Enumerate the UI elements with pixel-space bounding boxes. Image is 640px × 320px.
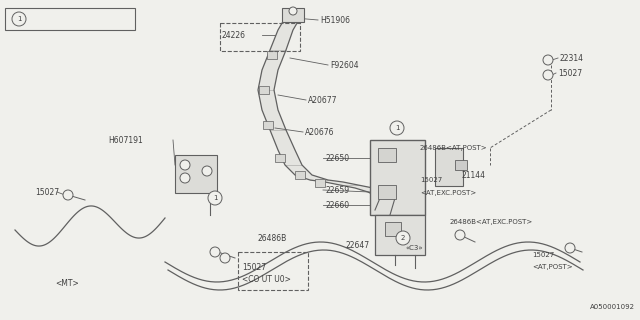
FancyBboxPatch shape: [275, 154, 285, 162]
FancyBboxPatch shape: [282, 8, 304, 22]
Text: A20676: A20676: [305, 127, 335, 137]
Text: H607191: H607191: [108, 135, 143, 145]
FancyBboxPatch shape: [385, 222, 401, 236]
FancyBboxPatch shape: [378, 148, 396, 162]
Circle shape: [180, 160, 190, 170]
Text: <AT,POST>: <AT,POST>: [532, 264, 573, 270]
Text: 1: 1: [395, 125, 399, 131]
Circle shape: [220, 253, 230, 263]
FancyBboxPatch shape: [259, 86, 269, 94]
Circle shape: [543, 55, 553, 65]
Text: <MT>: <MT>: [55, 278, 79, 287]
Text: 21144: 21144: [462, 171, 486, 180]
FancyBboxPatch shape: [263, 121, 273, 129]
Text: 26486B<AT,POST>: 26486B<AT,POST>: [420, 145, 488, 151]
Circle shape: [180, 173, 190, 183]
Text: 26486B<AT,EXC.POST>: 26486B<AT,EXC.POST>: [450, 219, 533, 225]
Text: 1: 1: [212, 195, 217, 201]
Text: 15027: 15027: [242, 263, 266, 273]
Text: 22647: 22647: [345, 241, 369, 250]
Text: 15027: 15027: [420, 177, 442, 183]
Circle shape: [390, 121, 404, 135]
FancyBboxPatch shape: [455, 160, 467, 170]
Text: <AT,EXC.POST>: <AT,EXC.POST>: [420, 190, 476, 196]
Circle shape: [565, 243, 575, 253]
Polygon shape: [258, 18, 395, 198]
Circle shape: [208, 191, 222, 205]
FancyBboxPatch shape: [375, 215, 425, 255]
Text: 092313102(4: 092313102(4: [34, 14, 85, 23]
Text: 22660: 22660: [325, 201, 349, 210]
Text: 22314: 22314: [560, 53, 584, 62]
FancyBboxPatch shape: [378, 185, 396, 199]
FancyBboxPatch shape: [5, 8, 135, 30]
Circle shape: [210, 247, 220, 257]
Circle shape: [63, 190, 73, 200]
Text: 22650: 22650: [325, 154, 349, 163]
FancyBboxPatch shape: [370, 140, 425, 215]
Text: 15027: 15027: [532, 252, 554, 258]
Circle shape: [12, 12, 26, 26]
Circle shape: [396, 231, 410, 245]
Text: 1: 1: [17, 16, 21, 22]
Circle shape: [289, 7, 297, 15]
Text: 22659: 22659: [325, 186, 349, 195]
Text: A050001092: A050001092: [590, 304, 635, 310]
FancyBboxPatch shape: [295, 171, 305, 179]
Text: 26486B: 26486B: [258, 234, 287, 243]
Text: 15027: 15027: [558, 68, 582, 77]
Text: <CO UT U0>: <CO UT U0>: [242, 276, 291, 284]
Text: A20677: A20677: [308, 95, 337, 105]
FancyBboxPatch shape: [315, 179, 325, 187]
FancyBboxPatch shape: [175, 155, 217, 193]
Text: 2: 2: [401, 235, 405, 241]
Circle shape: [455, 230, 465, 240]
Text: F92604: F92604: [330, 60, 358, 69]
Circle shape: [543, 70, 553, 80]
Text: 15027: 15027: [35, 188, 59, 196]
FancyBboxPatch shape: [435, 148, 463, 186]
FancyBboxPatch shape: [267, 51, 277, 59]
Text: «C3»: «C3»: [405, 245, 422, 251]
Circle shape: [202, 166, 212, 176]
Text: H51906: H51906: [320, 15, 350, 25]
Text: 24226: 24226: [221, 30, 245, 39]
